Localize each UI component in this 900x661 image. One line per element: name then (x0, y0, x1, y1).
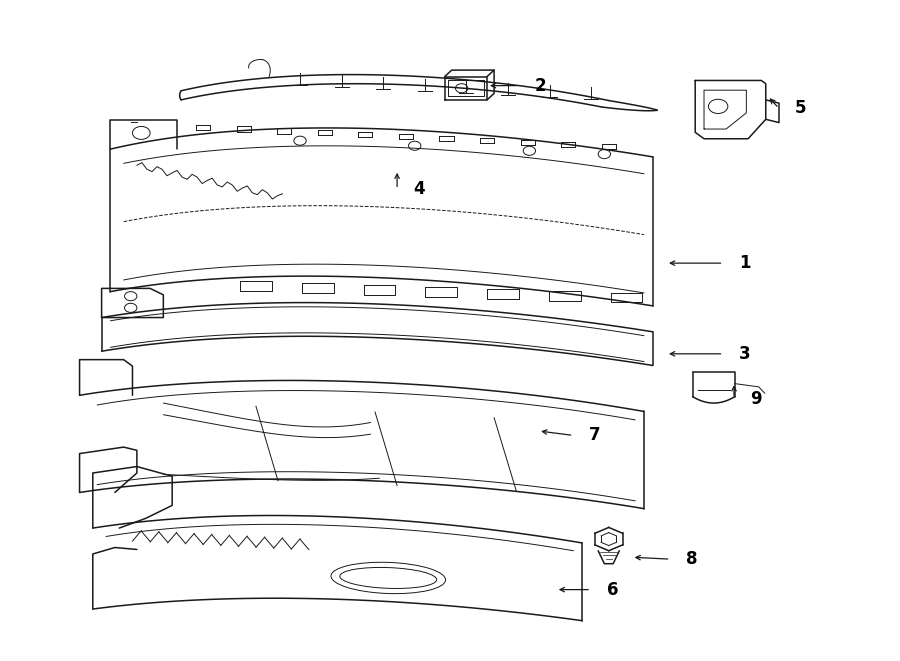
Text: 5: 5 (795, 99, 806, 117)
Text: 3: 3 (739, 345, 751, 363)
Text: 1: 1 (739, 254, 751, 272)
Text: 8: 8 (687, 550, 698, 568)
Text: 9: 9 (750, 389, 761, 408)
Text: 2: 2 (535, 77, 546, 95)
Text: 4: 4 (413, 180, 425, 198)
Text: 6: 6 (607, 580, 618, 599)
Text: 7: 7 (590, 426, 601, 444)
